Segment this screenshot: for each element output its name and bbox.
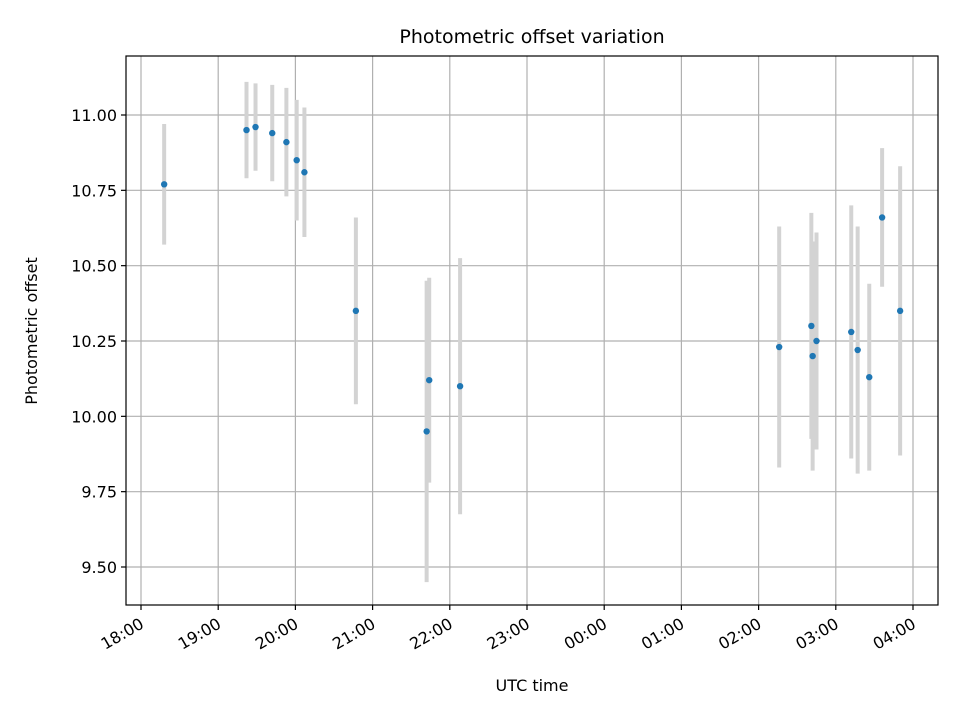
- data-point: [160, 181, 168, 188]
- data-point: [293, 157, 300, 164]
- data-point: [301, 169, 308, 176]
- data-point: [878, 214, 886, 221]
- data-point: [352, 307, 360, 315]
- data-point: [813, 337, 820, 345]
- data-point: [866, 373, 873, 381]
- chart-title: Photometric offset variation: [399, 26, 664, 48]
- data-point: [848, 328, 855, 336]
- y-tick-label: 9.75: [81, 483, 117, 502]
- y-axis-title: Photometric offset: [22, 257, 41, 405]
- data-point: [252, 123, 259, 131]
- data-point: [809, 352, 816, 360]
- y-tick-label: 10.50: [71, 257, 117, 276]
- y-tick-label: 10.00: [71, 407, 117, 426]
- y-tick-label: 11.00: [71, 106, 117, 125]
- data-point: [283, 138, 290, 146]
- y-tick-label: 10.75: [71, 181, 117, 200]
- data-point: [243, 126, 250, 134]
- data-point: [426, 376, 433, 384]
- y-tick-label: 10.25: [71, 332, 117, 351]
- data-point: [423, 428, 430, 435]
- data-point: [808, 322, 815, 330]
- data-point: [854, 346, 861, 354]
- data-point: [269, 129, 276, 137]
- data-points: [160, 123, 904, 435]
- data-point: [456, 383, 464, 390]
- x-axis-title: UTC time: [496, 676, 569, 695]
- data-point: [896, 307, 904, 315]
- data-point: [775, 343, 783, 351]
- plot-frame: [125, 55, 939, 606]
- y-tick-label: 9.50: [81, 558, 117, 577]
